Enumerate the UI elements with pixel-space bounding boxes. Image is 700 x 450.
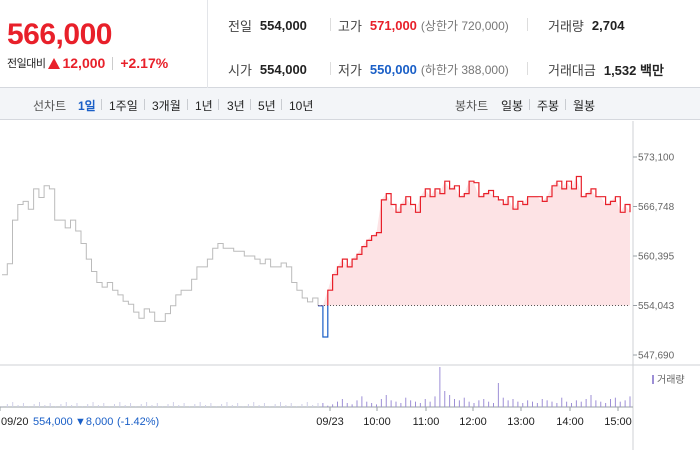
lower-limit: (하한가 388,000) — [420, 63, 509, 77]
chart-toolbar: 선차트 1일 1주일 3개월 1년 3년 5년 10년 봉차트 일봉 주봉 월봉 — [0, 88, 700, 120]
divider — [101, 99, 102, 110]
volume-legend: 거래량 — [657, 374, 685, 386]
candle-weekly[interactable]: 주봉 — [537, 99, 560, 113]
x-tick-label: 09/23 — [316, 416, 344, 428]
volume-legend-swatch — [652, 375, 654, 384]
amount-label: 거래대금 — [548, 63, 596, 78]
divider — [144, 99, 145, 110]
y-tick-label: 566,748 — [638, 202, 675, 213]
period-10year[interactable]: 10년 — [289, 99, 314, 113]
x-tick-label: 10:00 — [363, 416, 391, 428]
volume-stat: 거래량 2,704 — [548, 16, 624, 35]
price-box: 566,000 전일대비 12,000 +2.17% — [0, 0, 208, 88]
divider — [187, 99, 188, 110]
upper-limit: (상한가 720,000) — [420, 19, 509, 33]
low-label: 저가 — [338, 63, 362, 78]
volume-value: 2,704 — [591, 18, 625, 33]
divider — [218, 99, 219, 110]
divider — [112, 56, 114, 70]
high-stat: 고가 571,000 (상한가 720,000) — [338, 16, 509, 35]
amount-value: 1,532 백만 — [603, 63, 664, 78]
y-tick-label: 573,100 — [638, 153, 675, 164]
period-5year[interactable]: 5년 — [258, 99, 276, 113]
candle-daily[interactable]: 일봉 — [501, 99, 524, 113]
candle-chart-label: 봉차트 — [455, 99, 489, 113]
y-tick-label: 554,043 — [638, 301, 675, 312]
y-tick-label: 547,690 — [638, 351, 675, 362]
price-chart-svg: 573,100 566,748 560,395 554,043 547,690 거래량 09… — [0, 121, 700, 450]
open-label: 시가 — [228, 63, 252, 78]
period-3year[interactable]: 3년 — [227, 99, 245, 113]
divider — [250, 99, 251, 110]
x-tick-label: 15:00 — [604, 416, 632, 428]
x-tick-label: 14:00 — [556, 416, 584, 428]
divider — [529, 99, 530, 110]
open-value: 554,000 — [259, 62, 307, 77]
divider — [527, 18, 528, 31]
divider — [330, 18, 331, 31]
prev-day-line — [2, 185, 319, 322]
period-1day[interactable]: 1일 — [78, 99, 96, 113]
prev-day-note-change: ▼8,000 — [75, 416, 113, 428]
x-tick-label: 13:00 — [507, 416, 535, 428]
current-price: 566,000 — [7, 18, 112, 51]
up-triangle-icon — [48, 57, 61, 69]
price-chart: 573,100 566,748 560,395 554,043 547,690 거래량 09… — [0, 121, 700, 450]
prev-day-note-percent: (-1.42%) — [117, 416, 159, 428]
x-tick-label: 11:00 — [413, 416, 440, 428]
x-tick-label: 12:00 — [459, 416, 487, 428]
change-percent: +2.17% — [120, 55, 169, 71]
open-stat: 시가 554,000 — [228, 60, 307, 79]
change-row: 전일대비 12,000 +2.17% — [7, 55, 168, 71]
today-area-fill — [318, 176, 630, 306]
y-tick-label: 560,395 — [638, 252, 675, 263]
prev-close-label: 전일 — [228, 19, 252, 34]
change-label: 전일대비 — [7, 58, 46, 70]
high-value: 571,000 — [369, 18, 417, 33]
candle-monthly[interactable]: 월봉 — [573, 99, 596, 113]
period-1year[interactable]: 1년 — [195, 99, 213, 113]
amount-stat: 거래대금 1,532 백만 — [548, 60, 664, 79]
low-stat: 저가 550,000 (하한가 388,000) — [338, 60, 509, 79]
prev-day-note-price: 554,000 — [33, 416, 73, 428]
period-3month[interactable]: 3개월 — [152, 99, 181, 113]
quote-summary: 566,000 전일대비 12,000 +2.17% 전일 554,000 고가… — [0, 0, 700, 88]
period-1week[interactable]: 1주일 — [109, 99, 138, 113]
divider — [565, 99, 566, 110]
high-label: 고가 — [338, 19, 362, 34]
today-price-line-up — [318, 175, 631, 306]
divider — [330, 62, 331, 75]
change-amount: 12,000 — [62, 55, 106, 71]
prev-close-value: 554,000 — [259, 18, 307, 33]
x-tick-label: 09/20 — [1, 416, 29, 428]
divider — [281, 99, 282, 110]
divider — [527, 62, 528, 75]
volume-label: 거래량 — [548, 19, 584, 34]
prev-close-stat: 전일 554,000 — [228, 16, 307, 35]
low-value: 550,000 — [369, 62, 417, 77]
line-chart-label: 선차트 — [33, 99, 67, 113]
